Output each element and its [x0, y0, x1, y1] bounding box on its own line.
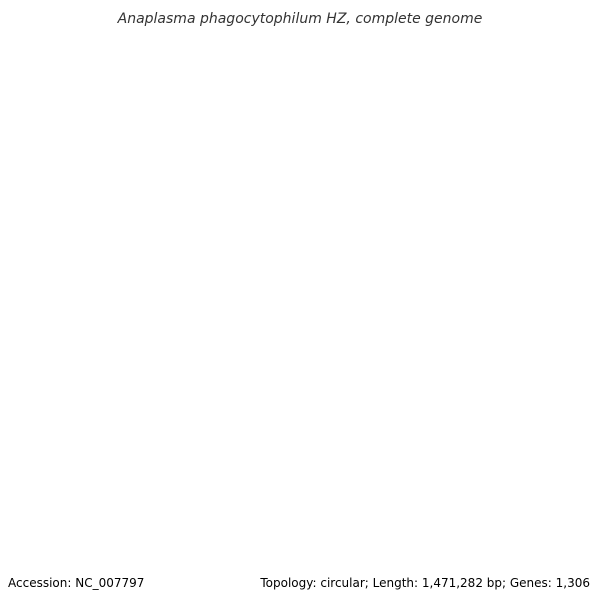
topology-summary: Topology: circular; Length: 1,471,282 bp… — [259, 576, 590, 590]
accession-text: Accession: NC_007797 — [8, 576, 144, 590]
map-title: Anaplasma phagocytophilum HZ, complete g… — [117, 11, 483, 27]
